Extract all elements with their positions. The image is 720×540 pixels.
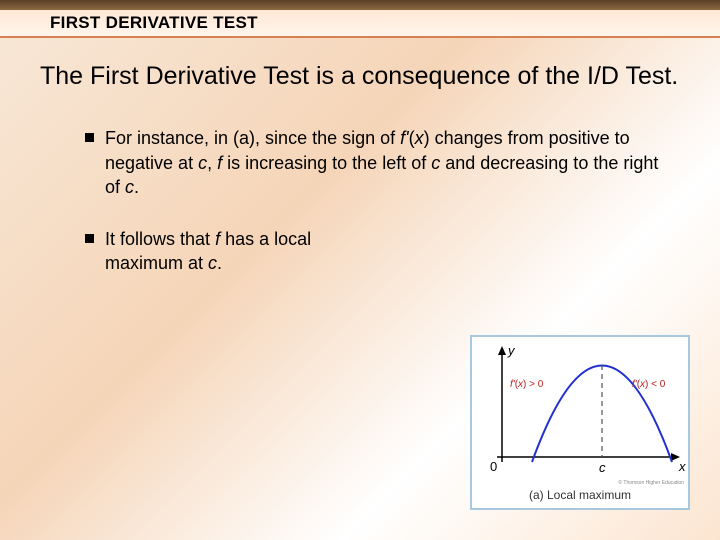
bullet-1: For instance, in (a), since the sign of … [85, 126, 680, 199]
main-text: The First Derivative Test is a consequen… [40, 58, 680, 94]
svg-text:0: 0 [490, 459, 497, 474]
bullet-2: It follows that f has a local maximum at… [85, 227, 385, 276]
svg-text:c: c [599, 460, 606, 475]
figure-caption: (a) Local maximum [472, 488, 688, 502]
bullet-list: For instance, in (a), since the sign of … [40, 126, 680, 275]
section-header: FIRST DERIVATIVE TEST [0, 10, 720, 38]
svg-text:x: x [678, 459, 686, 474]
figure-panel: y x 0 c f'(x) > 0 f'(x) < 0 © Thomson Higher … [470, 335, 690, 510]
figure-copyright: © Thomson Higher Education [618, 480, 684, 486]
section-title: FIRST DERIVATIVE TEST [50, 13, 258, 33]
svg-text:y: y [507, 343, 516, 358]
top-decor-bar [0, 0, 720, 10]
svg-text:f'(x) < 0: f'(x) < 0 [632, 379, 666, 390]
svg-text:f'(x) > 0: f'(x) > 0 [510, 379, 544, 390]
slide-content: The First Derivative Test is a consequen… [0, 38, 720, 276]
chart-svg: y x 0 c f'(x) > 0 f'(x) < 0 [472, 337, 692, 482]
